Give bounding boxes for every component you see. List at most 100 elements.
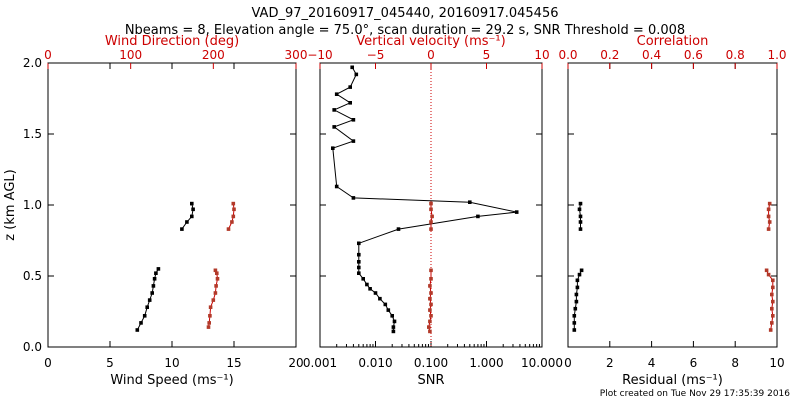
bottom-tick-label: 5 (106, 356, 114, 370)
data-point (429, 207, 433, 212)
data-point (577, 272, 582, 277)
series-line-black (573, 270, 583, 330)
data-point (770, 306, 774, 311)
data-point (766, 227, 771, 231)
data-point (213, 291, 218, 295)
data-point (378, 296, 382, 301)
top-tick-label: −10 (307, 48, 332, 62)
data-point (351, 139, 356, 143)
data-point (147, 298, 152, 302)
data-point (390, 314, 394, 318)
data-point (766, 207, 771, 212)
data-point (574, 299, 579, 304)
data-point (573, 306, 578, 311)
series-line-red (766, 270, 774, 331)
top-tick-label: 0.4 (642, 48, 661, 62)
data-point (386, 308, 391, 312)
top-tick-label: 100 (119, 48, 142, 62)
data-point (771, 285, 775, 290)
bottom-tick-label: 1.000 (469, 356, 503, 370)
bottom-tick-label: 0.010 (358, 356, 392, 370)
x-axis-title: SNR (417, 373, 444, 388)
bottom-tick-label: 10.000 (521, 356, 563, 370)
data-point (215, 277, 220, 281)
data-point (152, 277, 157, 281)
data-point (767, 201, 772, 206)
top-tick-label: 0 (44, 48, 52, 62)
top-tick-label: 0.6 (684, 48, 703, 62)
data-point (354, 72, 359, 77)
top-tick-label: 0.8 (726, 48, 745, 62)
data-point (357, 241, 361, 246)
data-point (151, 284, 156, 288)
y-axis-title: z (km AGL) (3, 169, 18, 240)
data-point (514, 210, 519, 214)
data-point (191, 207, 195, 212)
data-point (334, 92, 339, 96)
data-point (190, 214, 194, 219)
data-point (766, 214, 771, 219)
data-point (429, 227, 433, 231)
data-point (351, 196, 356, 200)
top-axis-title: Vertical velocity (ms⁻¹) (356, 34, 505, 49)
bottom-tick-label: 0.001 (303, 356, 337, 370)
y-tick-label: 2.0 (23, 56, 42, 70)
series-line-black (136, 268, 159, 331)
data-point (351, 118, 356, 122)
bottom-tick-label: 20 (288, 356, 303, 370)
top-tick-label: 0.2 (600, 48, 619, 62)
data-point (429, 291, 433, 295)
series-line-red (208, 270, 219, 328)
data-point (154, 271, 158, 275)
y-tick-label: 0.5 (23, 269, 42, 283)
data-point (429, 277, 433, 281)
top-tick-label: 1.0 (767, 48, 786, 62)
bottom-tick-label: 0 (44, 356, 52, 370)
data-point (357, 271, 361, 275)
data-point (766, 272, 771, 277)
data-point (211, 298, 216, 302)
bottom-tick-label: 10 (164, 356, 179, 370)
data-point (391, 329, 396, 334)
top-tick-label: 0.0 (558, 48, 577, 62)
figure-title: VAD_97_20160917_045440, 20160917.045456 (252, 6, 559, 21)
data-point (476, 214, 480, 219)
data-point (771, 278, 775, 283)
data-point (575, 278, 580, 283)
data-point (768, 328, 773, 332)
data-point (185, 220, 189, 224)
data-point (231, 214, 236, 219)
data-point (578, 201, 583, 206)
data-point (348, 101, 352, 105)
top-axis-title: Wind Direction (deg) (105, 34, 239, 49)
bottom-tick-label: 10 (769, 356, 784, 370)
data-point (357, 252, 361, 257)
data-point (771, 314, 775, 318)
top-tick-label: 300 (285, 48, 308, 62)
x-axis-title: Residual (ms⁻¹) (622, 373, 723, 388)
bottom-tick-label: 4 (648, 356, 656, 370)
data-point (373, 291, 378, 295)
data-point (428, 308, 432, 312)
data-point (226, 227, 231, 231)
data-point (180, 227, 184, 231)
data-point (428, 284, 432, 288)
top-axis-title: Correlation (637, 34, 709, 49)
panel-3-frame (567, 62, 778, 348)
data-point (391, 325, 396, 329)
data-point (575, 285, 580, 290)
data-point (357, 260, 361, 264)
top-tick-label: 5 (483, 48, 491, 62)
data-point (215, 271, 219, 275)
data-point (468, 200, 472, 204)
data-point (206, 325, 211, 329)
data-point (770, 292, 774, 297)
data-point (230, 220, 234, 224)
data-point (214, 284, 218, 288)
data-point (365, 282, 369, 287)
data-point (142, 314, 147, 318)
data-point (577, 207, 582, 212)
data-point (428, 329, 432, 334)
bottom-tick-label: 0 (564, 356, 572, 370)
data-point (430, 214, 434, 219)
